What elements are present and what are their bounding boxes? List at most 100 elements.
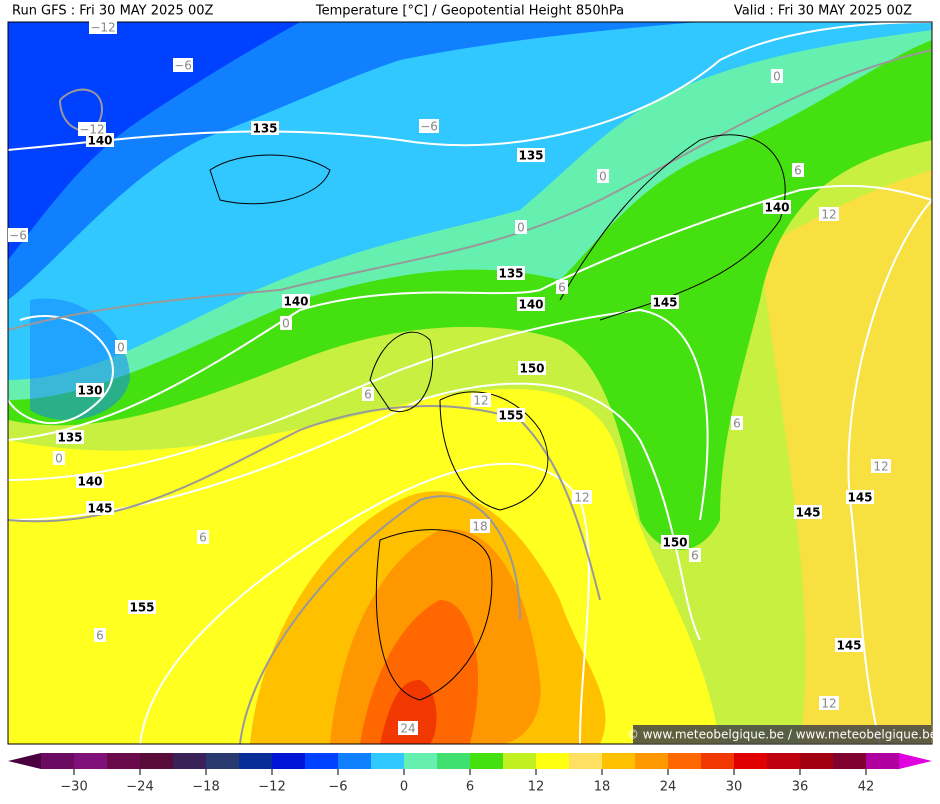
label-box bbox=[835, 638, 863, 652]
label-box bbox=[173, 58, 193, 72]
temperature-label: −12 bbox=[90, 21, 115, 35]
colorbar-under bbox=[8, 753, 41, 769]
colorbar-segment bbox=[272, 753, 306, 769]
colorbar-over bbox=[899, 753, 932, 769]
temperature-label: 0 bbox=[117, 341, 125, 355]
colorbar-tick-label: 6 bbox=[466, 780, 474, 795]
map-title: Temperature [°C] / Geopotential Height 8… bbox=[315, 4, 624, 19]
map-field bbox=[8, 22, 932, 744]
temperature-label: 6 bbox=[733, 417, 741, 431]
label-box bbox=[86, 501, 114, 515]
label-box bbox=[819, 207, 839, 221]
label-box bbox=[89, 20, 117, 34]
height-label: 140 bbox=[764, 201, 789, 215]
coastlines bbox=[209, 134, 786, 701]
colorbar-segment bbox=[602, 753, 636, 769]
colorbar-segment bbox=[239, 753, 273, 769]
label-box bbox=[556, 280, 568, 294]
label-box bbox=[794, 505, 822, 519]
height-label: 150 bbox=[662, 536, 687, 550]
label-box bbox=[470, 519, 490, 533]
colorbar-segment bbox=[734, 753, 768, 769]
height-label: 135 bbox=[252, 122, 277, 136]
label-box bbox=[846, 490, 874, 504]
temperature-label: 6 bbox=[96, 629, 104, 643]
label-box bbox=[689, 548, 701, 562]
temperature-label: 24 bbox=[400, 722, 415, 736]
label-box bbox=[517, 297, 545, 311]
height-label: 140 bbox=[283, 295, 308, 309]
colorbar-segment bbox=[338, 753, 372, 769]
colorbar-segment bbox=[206, 753, 240, 769]
temperature-label: −12 bbox=[79, 123, 104, 137]
temperature-label: 0 bbox=[282, 317, 290, 331]
label-box bbox=[471, 393, 491, 407]
temperature-label: 0 bbox=[517, 221, 525, 235]
colorbar-tick-label: −24 bbox=[126, 780, 153, 795]
temperature-label: 18 bbox=[472, 520, 487, 534]
colorbar-segment bbox=[371, 753, 405, 769]
label-box bbox=[197, 530, 209, 544]
map-frame bbox=[7, 21, 933, 745]
label-box bbox=[661, 535, 689, 549]
colorbar-segment bbox=[404, 753, 438, 769]
height-label: 135 bbox=[518, 149, 543, 163]
colorbar-tick-label: 30 bbox=[726, 780, 743, 795]
label-box bbox=[76, 383, 104, 397]
label-box bbox=[517, 148, 545, 162]
label-box bbox=[819, 696, 839, 710]
temperature-label: 6 bbox=[691, 549, 699, 563]
colorbar-tick-label: 12 bbox=[528, 780, 545, 795]
colorbar-segment bbox=[107, 753, 141, 769]
temperature-label: 6 bbox=[199, 531, 207, 545]
temperature-label: 6 bbox=[364, 388, 372, 402]
temperature-label: 12 bbox=[821, 208, 836, 222]
colorbar-tick-label: 42 bbox=[858, 780, 875, 795]
height-label: 155 bbox=[129, 601, 154, 615]
colorbar-segment bbox=[305, 753, 339, 769]
label-box bbox=[419, 119, 439, 133]
height-label: 145 bbox=[836, 639, 861, 653]
colorbar-tick-label: 24 bbox=[660, 780, 677, 795]
label-box bbox=[398, 721, 418, 735]
temperature-label: −6 bbox=[9, 229, 27, 243]
label-box bbox=[251, 121, 279, 135]
label-box bbox=[128, 600, 156, 614]
height-label: 145 bbox=[87, 502, 112, 516]
label-box bbox=[8, 228, 28, 242]
height-label: 140 bbox=[87, 134, 112, 148]
temperature-label: 12 bbox=[473, 394, 488, 408]
label-box bbox=[871, 459, 891, 473]
label-box bbox=[597, 169, 609, 183]
watermark: © www.meteobelgique.be / www.meteobelgiq… bbox=[627, 728, 937, 742]
label-box bbox=[362, 387, 374, 401]
map-labels: 140 135 135 140 135 140 140 145 130 150 155 135 140 1… bbox=[8, 20, 891, 736]
colorbar-tick-label: 0 bbox=[400, 780, 408, 795]
temperature-label: 0 bbox=[599, 170, 607, 184]
height-label: 145 bbox=[847, 491, 872, 505]
temperature-label: 12 bbox=[574, 491, 589, 505]
label-box bbox=[731, 416, 743, 430]
temperature-label: 6 bbox=[794, 164, 802, 178]
colorbar-tick-label: −30 bbox=[60, 780, 87, 795]
height-contours bbox=[8, 22, 932, 744]
temperature-label: 0 bbox=[773, 70, 781, 84]
colorbar-tick-label: −18 bbox=[192, 780, 219, 795]
label-box bbox=[497, 266, 525, 280]
colorbar-segment bbox=[866, 753, 900, 769]
colorbar-segment bbox=[767, 753, 801, 769]
temperature-label: 0 bbox=[55, 452, 63, 466]
colorbar-segment bbox=[800, 753, 834, 769]
label-box bbox=[572, 490, 592, 504]
height-label: 145 bbox=[652, 296, 677, 310]
watermark-box bbox=[633, 725, 931, 744]
colorbar-segment bbox=[668, 753, 702, 769]
colorbar-segment bbox=[437, 753, 471, 769]
temperature-label: −6 bbox=[174, 59, 192, 73]
height-label: 130 bbox=[77, 384, 102, 398]
label-box bbox=[282, 294, 310, 308]
colorbar-segment bbox=[503, 753, 537, 769]
label-box bbox=[94, 628, 106, 642]
